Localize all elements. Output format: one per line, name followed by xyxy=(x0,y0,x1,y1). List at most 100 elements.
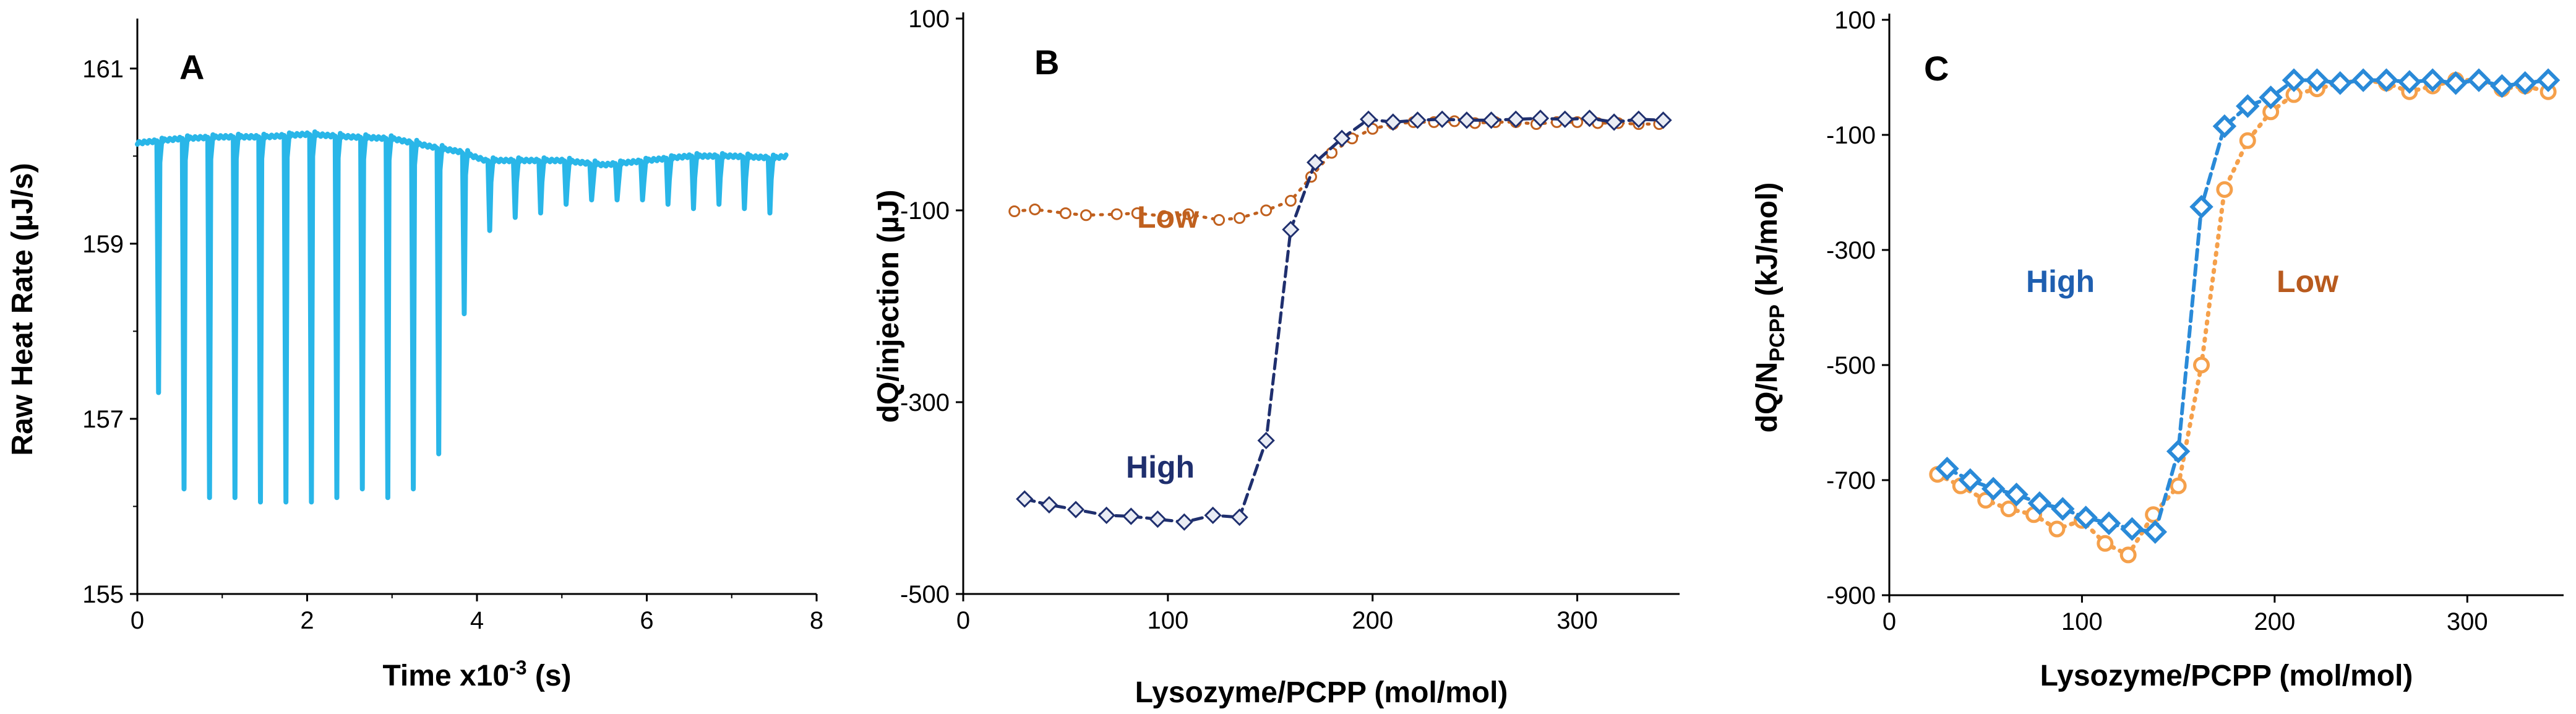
series-line-high xyxy=(1023,116,1665,524)
y-tick-label: 161 xyxy=(82,56,124,83)
series-annotation-low: Low xyxy=(1137,200,1199,234)
y-tick-label: 157 xyxy=(82,406,124,433)
data-point-high xyxy=(1230,508,1248,527)
x-tick-label: 200 xyxy=(1352,607,1393,634)
data-point-high xyxy=(1016,490,1034,508)
data-point-low xyxy=(1213,214,1226,226)
data-point-low xyxy=(1157,210,1170,222)
data-point-high xyxy=(1958,468,1983,492)
data-point-high xyxy=(1409,111,1427,129)
data-point-high xyxy=(2513,71,2537,95)
y-axis-label: dQ/injection (µJ) xyxy=(872,190,905,423)
data-point-low xyxy=(1080,209,1093,222)
data-point-high xyxy=(1581,110,1599,127)
data-point-high xyxy=(2166,439,2191,463)
data-point-low xyxy=(2119,546,2137,564)
data-point-high xyxy=(2420,68,2445,92)
panel-a: 0 2 4 6 8 155 157 159 161 A Time x10-3 (s) Raw Heat… xyxy=(6,19,823,692)
x-tick-label: 100 xyxy=(2061,608,2103,635)
y-axis-label: dQ/NPCPP (kJ/mol) xyxy=(1751,183,1789,433)
heat-rate-trace xyxy=(135,129,789,505)
x-tick-label: 300 xyxy=(2447,608,2488,635)
series-annotation-low: Low xyxy=(2277,264,2338,299)
data-point-high xyxy=(1122,507,1140,525)
data-point-high xyxy=(2236,94,2260,118)
data-point-high xyxy=(1507,110,1525,128)
panel-letter-c: C xyxy=(1924,49,1949,88)
x-tick-label: 2 xyxy=(300,607,314,634)
data-point-high xyxy=(2467,68,2491,92)
y-tick-label: 100 xyxy=(908,6,950,33)
panel-c: 0 100 200 300 100 -100 -300 -500 -700 -900 C High Lo… xyxy=(1751,7,2564,692)
data-point-low xyxy=(1182,208,1195,220)
data-point-high xyxy=(1433,110,1451,128)
data-point-high xyxy=(1384,113,1402,131)
panel-letter-a: A xyxy=(179,48,204,87)
data-point-high xyxy=(1333,129,1351,147)
panel-b: 0 100 200 300 100 -100 -300 -500 B Low High Lysozym… xyxy=(872,6,1680,709)
data-point-high xyxy=(2374,68,2398,92)
data-point-low xyxy=(1059,207,1071,220)
data-point-low xyxy=(1284,195,1297,207)
x-tick-label: 6 xyxy=(640,607,653,634)
series-annotation-high: High xyxy=(2026,264,2095,299)
y-tick-label: -300 xyxy=(900,389,950,416)
data-point-low xyxy=(1029,203,1041,215)
data-point-high xyxy=(2536,68,2561,92)
data-point-low xyxy=(1234,212,1246,224)
data-point-high xyxy=(2143,520,2168,544)
data-point-low xyxy=(2216,181,2233,198)
x-tick-label: 0 xyxy=(1883,608,1896,635)
y-tick-label: -100 xyxy=(900,197,950,225)
data-point-high xyxy=(1149,510,1167,528)
data-point-high xyxy=(1097,506,1115,525)
data-point-high xyxy=(1067,501,1085,518)
x-tick-label: 100 xyxy=(1147,607,1188,634)
y-tick-label: 155 xyxy=(82,581,124,608)
data-point-high xyxy=(2189,195,2213,219)
data-point-high xyxy=(2212,114,2237,139)
data-point-high xyxy=(2259,85,2283,110)
data-point-high xyxy=(2490,74,2514,98)
data-point-high xyxy=(2351,68,2376,92)
x-tick-label: 200 xyxy=(2254,608,2295,635)
y-tick-label: -100 xyxy=(1826,122,1876,149)
series-annotation-high: High xyxy=(1126,450,1195,484)
data-point-high xyxy=(1257,431,1275,450)
data-point-high xyxy=(1282,220,1300,239)
x-axis-label: Lysozyme/PCPP (mol/mol) xyxy=(1135,676,1508,709)
x-axis-label: Time x10-3 (s) xyxy=(382,656,571,692)
data-point-high xyxy=(2444,71,2468,95)
y-tick-label: -500 xyxy=(1826,352,1876,379)
x-tick-label: 300 xyxy=(1556,607,1598,634)
x-tick-label: 0 xyxy=(956,607,970,634)
data-point-low xyxy=(1977,492,1994,509)
data-point-low xyxy=(1110,208,1123,220)
y-tick-label: -700 xyxy=(1826,467,1876,494)
data-point-high xyxy=(1531,110,1550,127)
data-point-high xyxy=(2074,505,2098,530)
x-axis-label: Lysozyme/PCPP (mol/mol) xyxy=(2040,660,2413,692)
data-point-low xyxy=(2193,356,2210,374)
x-tick-label: 8 xyxy=(810,607,823,634)
data-point-low xyxy=(1448,115,1461,127)
data-point-high xyxy=(1306,153,1324,171)
data-point-low xyxy=(1131,207,1143,220)
data-point-high xyxy=(1605,113,1623,131)
y-tick-label: 100 xyxy=(1834,7,1876,34)
data-point-high xyxy=(2097,511,2121,535)
data-point-high xyxy=(1482,111,1500,129)
x-tick-label: 4 xyxy=(470,607,484,634)
data-point-high xyxy=(2027,491,2052,515)
data-point-low xyxy=(2170,477,2187,494)
data-point-high xyxy=(2305,68,2329,92)
data-point-high xyxy=(1935,457,1959,481)
data-point-high xyxy=(2004,483,2029,507)
data-point-high xyxy=(1175,513,1193,531)
y-tick-label: -300 xyxy=(1826,237,1876,264)
data-point-low xyxy=(2239,132,2256,149)
data-point-high xyxy=(1040,496,1058,514)
data-point-low xyxy=(1260,204,1273,217)
y-tick-label: 159 xyxy=(82,231,124,258)
